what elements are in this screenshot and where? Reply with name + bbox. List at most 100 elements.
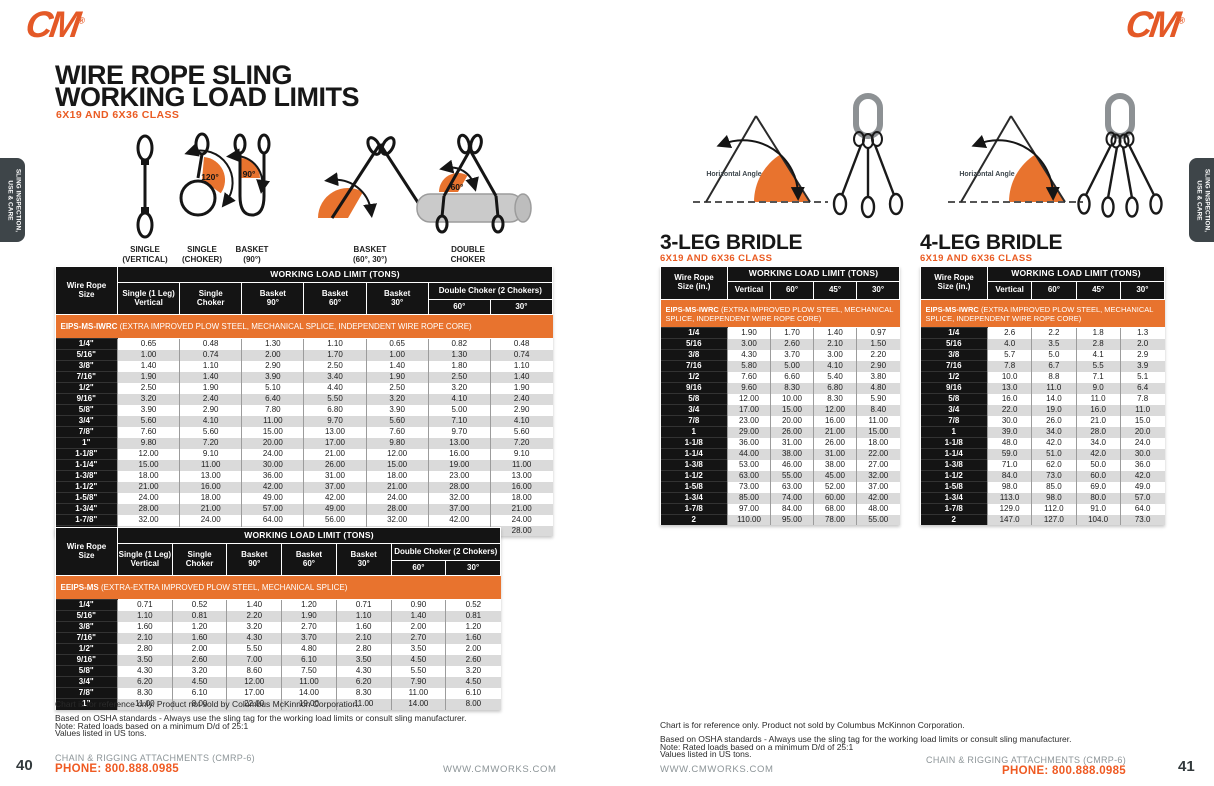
rope-size: 7/8"	[55, 426, 118, 438]
wll-value: 11.00	[241, 415, 304, 427]
diagram-label-basket-60-30: BASKET (60°, 30°)	[353, 245, 387, 264]
col-header-wire-rope-size: Wire Rope Size	[55, 527, 118, 576]
wll-value: 1.40	[179, 371, 242, 383]
wll-value: 2.90	[241, 360, 304, 372]
wll-value: 5.10	[241, 382, 304, 394]
double-choker-angle-label: 60°	[451, 182, 464, 192]
table-row: 1/4" 0.65 0.48 1.30 1.10 0.65 0.82 0.48	[55, 338, 553, 350]
table-row: 5/8" 3.90 2.90 7.80 6.80 3.90 5.00 2.90	[55, 404, 553, 416]
basket-angle-label: 90°	[243, 169, 256, 179]
wll-value: 4.50	[390, 654, 446, 666]
rope-size: 5/16	[920, 338, 988, 350]
wll-value: 46.00	[770, 459, 814, 471]
grade-description: (EXTRA IMPROVED PLOW STEEL, MECHANICAL S…	[665, 304, 894, 323]
page-number: 40	[16, 757, 33, 774]
wll-value: 7.60	[727, 371, 771, 383]
wll-value: 1.00	[365, 349, 429, 361]
wll-value: 15.00	[856, 426, 900, 438]
wll-value: 6.10	[445, 687, 501, 699]
wll-value: 36.00	[241, 470, 304, 482]
wll-value: 2.6	[986, 327, 1032, 339]
wll-value: 42.0	[1031, 437, 1076, 449]
wll-value: 6.40	[241, 393, 304, 405]
wll-value: 5.60	[489, 426, 553, 438]
wll-value: 30.00	[241, 459, 304, 471]
wll-value: 31.00	[813, 448, 857, 460]
wll-value: 80.0	[1075, 492, 1121, 504]
wll-value: 95.00	[770, 514, 814, 525]
wll-value: 2.00	[171, 643, 227, 655]
rope-size: 1-5/8	[920, 481, 988, 493]
wll-value: 147.0	[986, 514, 1032, 525]
table-row: 5/16 3.00 2.60 2.10 1.50	[660, 338, 900, 350]
rope-size: 1-3/4	[920, 492, 988, 504]
choker-angle-label: 120°	[201, 172, 219, 182]
wll-value: 4.80	[281, 643, 337, 655]
wll-value: 1.10	[179, 360, 242, 372]
single-vertical-diagram	[136, 134, 154, 239]
rope-size: 7/8"	[55, 687, 118, 699]
rope-size: 9/16"	[55, 393, 118, 405]
wll-value: 13.00	[179, 470, 242, 482]
wll-value: 7.60	[365, 426, 429, 438]
rope-size: 1-1/8"	[55, 448, 118, 460]
wll-value: 15.00	[770, 404, 814, 416]
col-header-double-choker: Double Choker (2 Chokers)	[390, 543, 502, 561]
wll-value: 24.0	[1119, 437, 1165, 449]
wll-value: 98.0	[986, 481, 1032, 493]
wll-value: 16.0	[1075, 404, 1121, 416]
wll-value: 4.30	[335, 665, 392, 677]
wll-value: 3.20	[445, 665, 501, 677]
wll-value: 38.00	[770, 448, 814, 460]
side-tab-sling-inspection: SLING INSPECTION, USE & CARE	[0, 158, 25, 242]
wll-value: 85.00	[727, 492, 771, 504]
wll-value: 112.0	[1031, 503, 1076, 515]
rope-size: 3/8	[920, 349, 988, 361]
grade-name: EIPS-MS-IWRC	[60, 321, 118, 331]
table-row: 1-3/8" 18.00 13.00 36.00 31.00 18.00 23.00 13.0…	[55, 470, 553, 482]
table-row: 7/16" 1.90 1.40 3.90 3.40 1.90 2.50 1.40	[55, 371, 553, 383]
wll-value: 0.81	[171, 610, 227, 622]
wll-value: 1.40	[365, 360, 429, 372]
wll-value: 57.0	[1119, 492, 1165, 504]
page-title-line2: WORKING LOAD LIMITS	[55, 82, 359, 112]
wll-value: 0.82	[427, 338, 491, 350]
wll-value: 15.0	[1119, 415, 1165, 427]
wll-value: 18.00	[856, 437, 900, 449]
wll-value: 0.48	[179, 338, 242, 350]
rope-size: 1/4"	[55, 599, 118, 611]
wll-value: 1.00	[116, 349, 180, 361]
wll-value: 1.90	[116, 371, 180, 383]
wll-value: 2.00	[390, 621, 446, 633]
table-row: 5/8" 4.30 3.20 8.60 7.50 4.30 5.50 3.20	[55, 665, 501, 677]
wll-value: 2.9	[1119, 349, 1165, 361]
wll-value: 42.00	[241, 481, 304, 493]
wll-value: 1.40	[489, 371, 553, 383]
wll-value: 7.90	[390, 676, 446, 688]
wll-value: 2.70	[390, 632, 446, 644]
table-row: 5/8 16.0 14.0 11.0 7.8	[920, 393, 1165, 405]
wll-value: 4.40	[303, 382, 367, 394]
table-row: 7/8 23.00 20.00 16.00 11.00	[660, 415, 900, 427]
wll-value: 6.10	[281, 654, 337, 666]
table-row: 1 39.0 34.0 28.0 20.0	[920, 426, 1165, 438]
cm-logo-text: CM	[1123, 4, 1181, 45]
col-header-double-choker: Double Choker (2 Chokers)	[427, 282, 554, 300]
rope-size: 2	[660, 514, 728, 525]
rope-size: 5/8	[660, 393, 728, 405]
table-row: 1-1/4" 15.00 11.00 30.00 26.00 15.00 19.00 11.0…	[55, 459, 553, 471]
wll-value: 34.0	[1031, 426, 1076, 438]
rope-size: 5/16	[660, 338, 728, 350]
wll-value: 20.0	[1119, 426, 1165, 438]
col-header-basket-30: Basket 30°	[365, 282, 429, 315]
wll-value: 2.10	[813, 338, 857, 350]
col-header-45: 45°	[813, 281, 857, 300]
table-row: 1-3/4 85.00 74.00 60.00 42.00	[660, 492, 900, 504]
rope-size: 7/8	[660, 415, 728, 427]
wll-value: 11.0	[1075, 393, 1121, 405]
side-tab-sling-inspection: SLING INSPECTION, USE & CARE	[1189, 158, 1214, 242]
wll-value: 4.50	[171, 676, 227, 688]
wll-value: 48.00	[856, 503, 900, 515]
col-header-dc-30: 30°	[445, 560, 501, 576]
wll-value: 1.40	[390, 610, 446, 622]
